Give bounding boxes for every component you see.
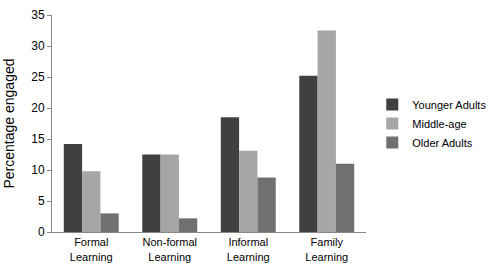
svg-text:15: 15 xyxy=(31,132,45,146)
svg-text:10: 10 xyxy=(31,163,45,177)
svg-text:Older Adults: Older Adults xyxy=(412,137,472,149)
svg-text:Non-formalLearning: Non-formalLearning xyxy=(143,236,197,262)
svg-text:Middle-age: Middle-age xyxy=(412,118,466,130)
svg-text:FamilyLearning: FamilyLearning xyxy=(305,236,348,262)
svg-text:Percentage engaged: Percentage engaged xyxy=(1,59,17,189)
svg-text:FormalLearning: FormalLearning xyxy=(70,236,113,262)
svg-text:35: 35 xyxy=(31,8,45,22)
svg-text:0: 0 xyxy=(38,225,45,239)
svg-text:InformalLearning: InformalLearning xyxy=(227,236,270,262)
svg-text:20: 20 xyxy=(31,101,45,115)
svg-text:30: 30 xyxy=(31,39,45,53)
svg-text:Younger Adults: Younger Adults xyxy=(412,99,486,111)
svg-text:5: 5 xyxy=(38,194,45,208)
svg-text:25: 25 xyxy=(31,70,45,84)
